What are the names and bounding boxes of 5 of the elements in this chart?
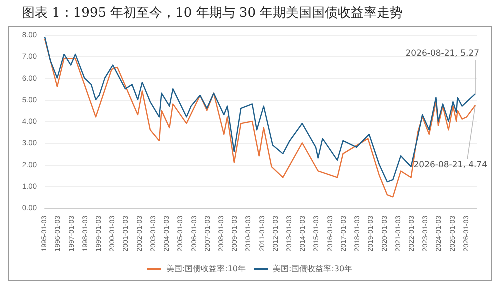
- annotation: 2026-08-21, 4.74: [414, 160, 488, 170]
- legend-label: 美国:国债收益率:30年: [273, 264, 353, 274]
- legend-label: 美国:国债收益率:10年: [166, 264, 246, 274]
- chart-title: 图表 1：1995 年初至今，10 年期与 30 年期美国国债收益率走势: [22, 5, 404, 22]
- annotation: 2026-08-21, 5.27: [406, 49, 480, 60]
